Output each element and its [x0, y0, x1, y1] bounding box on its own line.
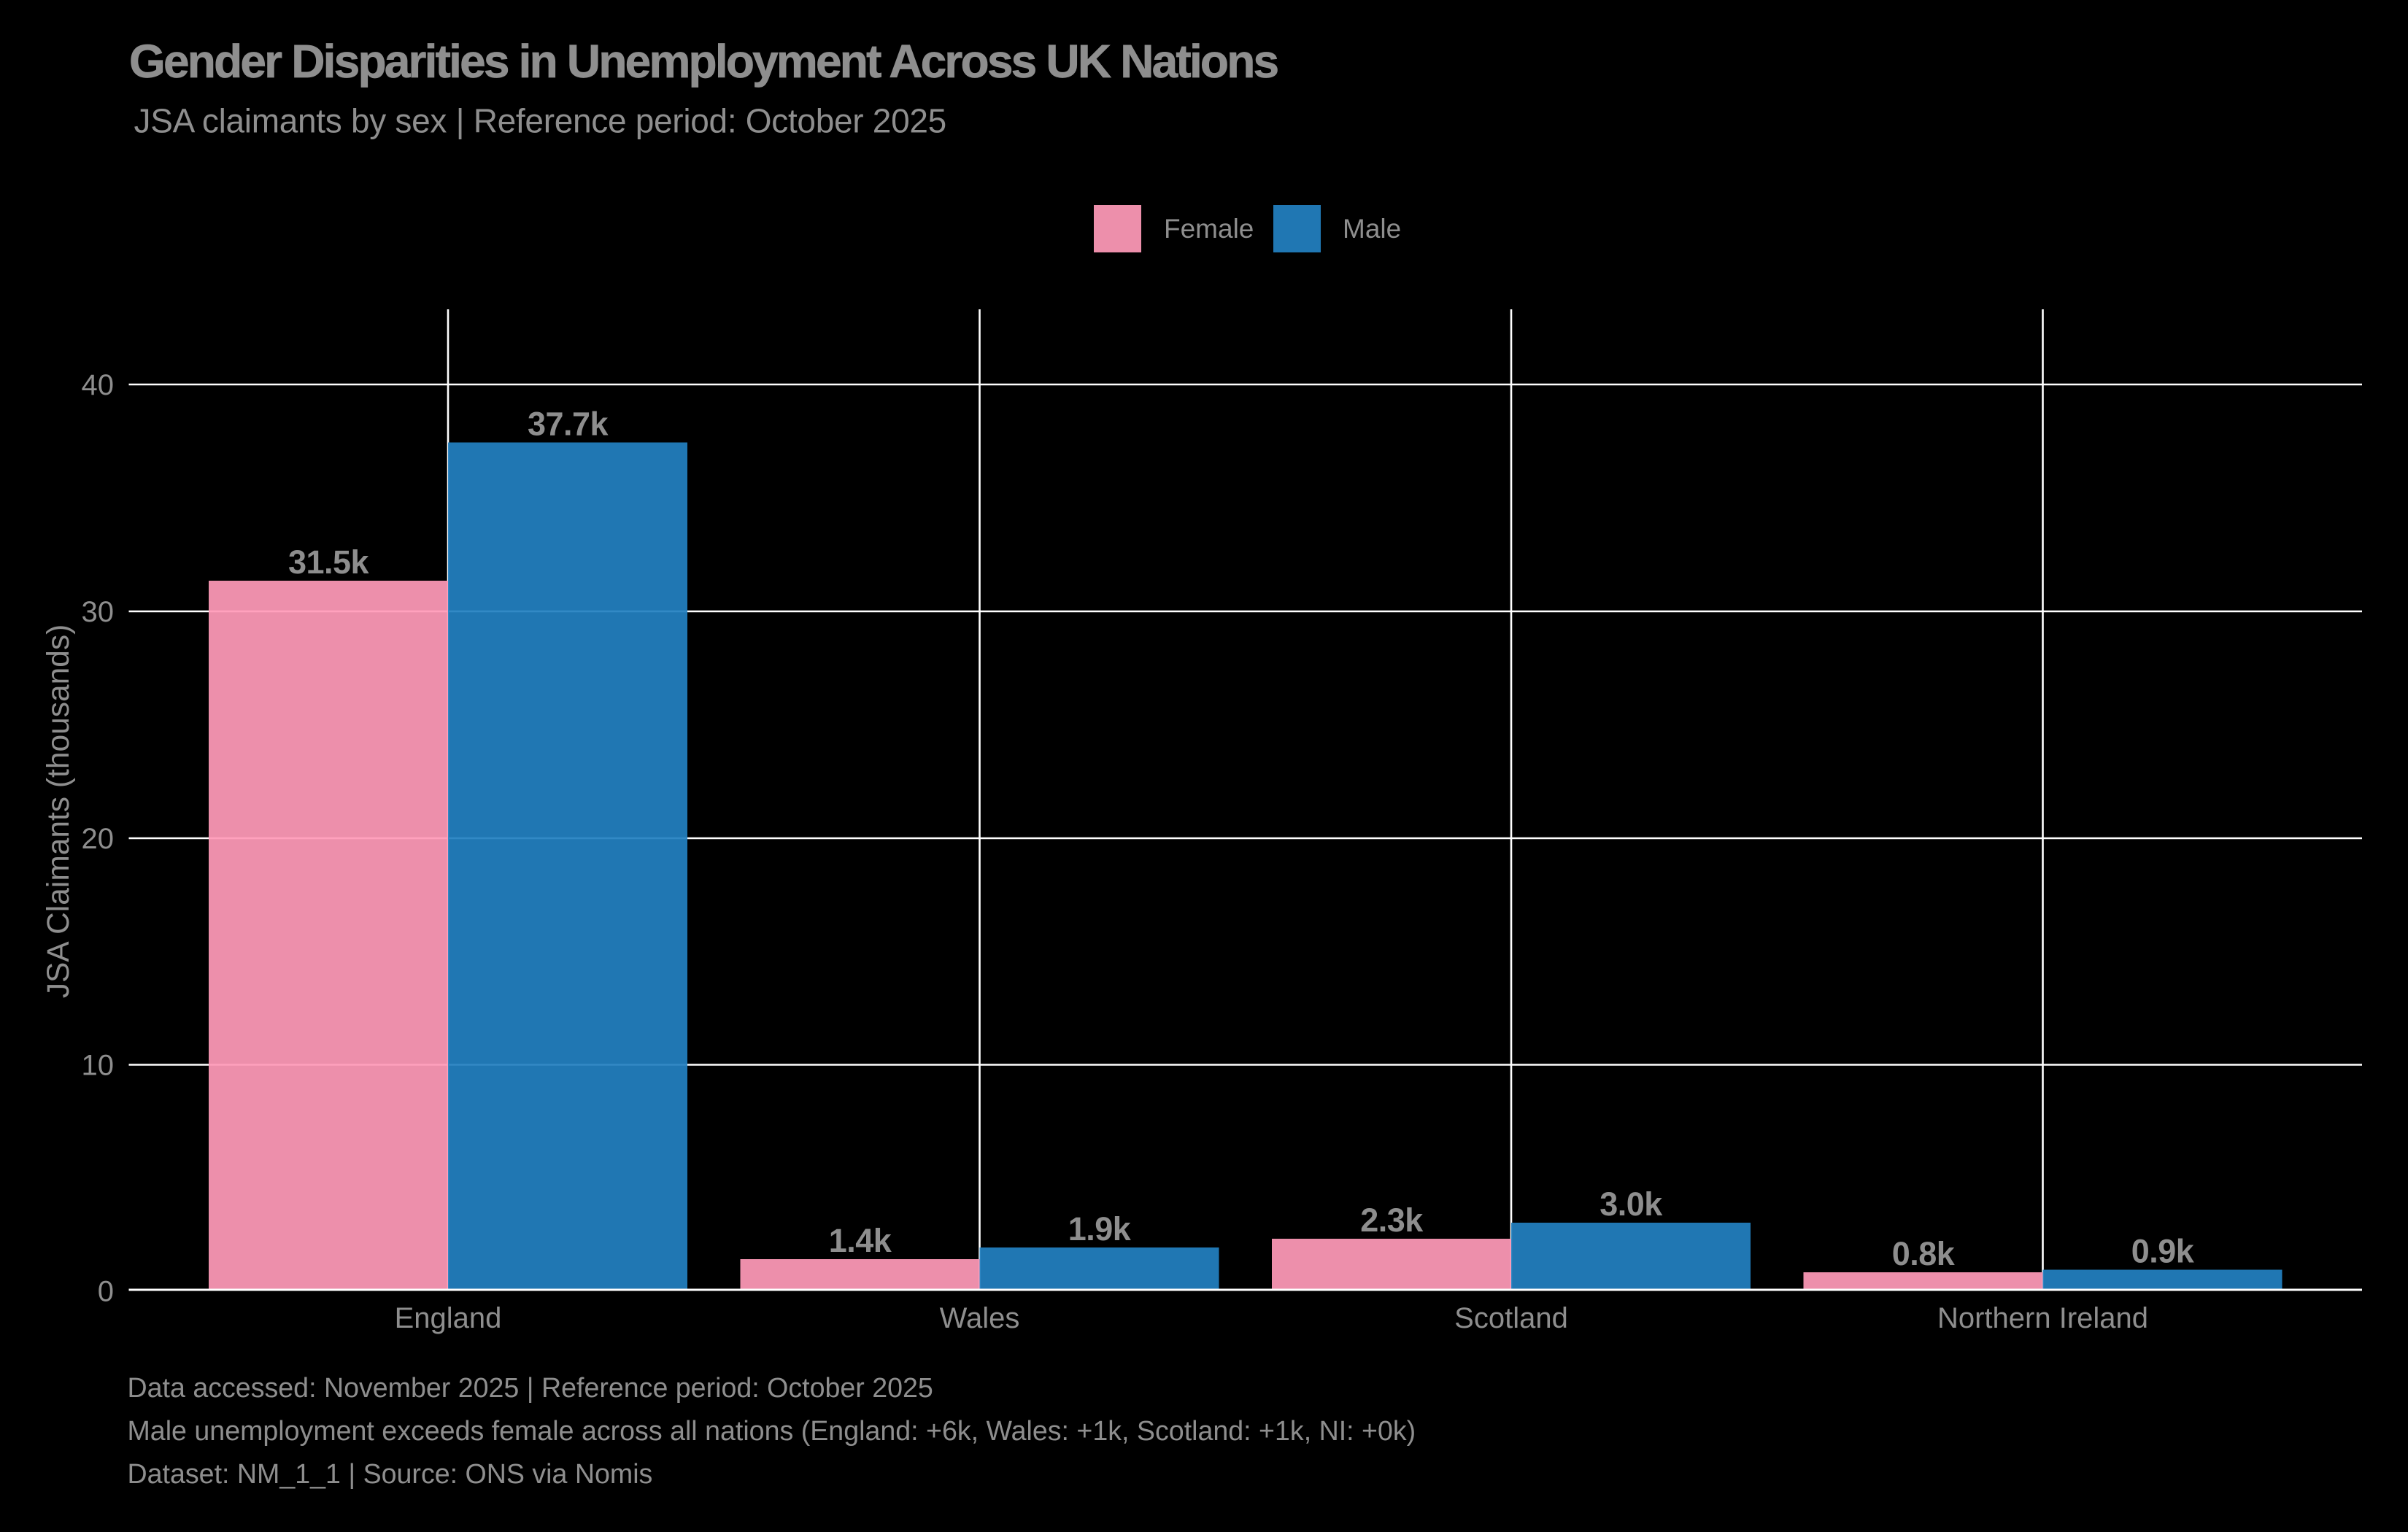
svg-text:Wales: Wales	[940, 1302, 1020, 1334]
svg-text:JSA Claimants (thousands): JSA Claimants (thousands)	[42, 624, 76, 999]
svg-text:Northern Ireland: Northern Ireland	[1937, 1302, 2148, 1334]
svg-text:England: England	[395, 1302, 502, 1334]
svg-text:0.8k: 0.8k	[1892, 1235, 1956, 1272]
svg-text:10: 10	[82, 1050, 115, 1082]
svg-text:Dataset: NM_1_1 | Source: ONS: Dataset: NM_1_1 | Source: ONS via Nomis	[128, 1458, 653, 1489]
svg-text:Data accessed: November 2025 |: Data accessed: November 2025 | Reference…	[128, 1372, 933, 1403]
svg-text:Gender Disparities in Unemploy: Gender Disparities in Unemployment Acros…	[129, 35, 1278, 88]
svg-text:37.7k: 37.7k	[528, 406, 609, 443]
svg-text:0.9k: 0.9k	[2131, 1233, 2195, 1270]
svg-text:JSA claimants by sex | Referen: JSA claimants by sex | Reference period:…	[134, 102, 946, 140]
svg-text:Scotland: Scotland	[1454, 1302, 1568, 1334]
svg-text:Male: Male	[1343, 214, 1401, 244]
svg-text:0: 0	[98, 1276, 114, 1308]
svg-text:Female: Female	[1164, 214, 1254, 244]
svg-text:30: 30	[82, 596, 115, 628]
svg-text:Male unemployment exceeds fema: Male unemployment exceeds female across …	[128, 1415, 1416, 1446]
svg-text:3.0k: 3.0k	[1599, 1185, 1663, 1223]
svg-text:40: 40	[82, 369, 115, 401]
svg-text:1.9k: 1.9k	[1068, 1210, 1132, 1247]
svg-text:31.5k: 31.5k	[288, 543, 370, 581]
svg-text:20: 20	[82, 823, 115, 855]
svg-text:1.4k: 1.4k	[829, 1222, 892, 1259]
svg-text:2.3k: 2.3k	[1360, 1202, 1424, 1239]
